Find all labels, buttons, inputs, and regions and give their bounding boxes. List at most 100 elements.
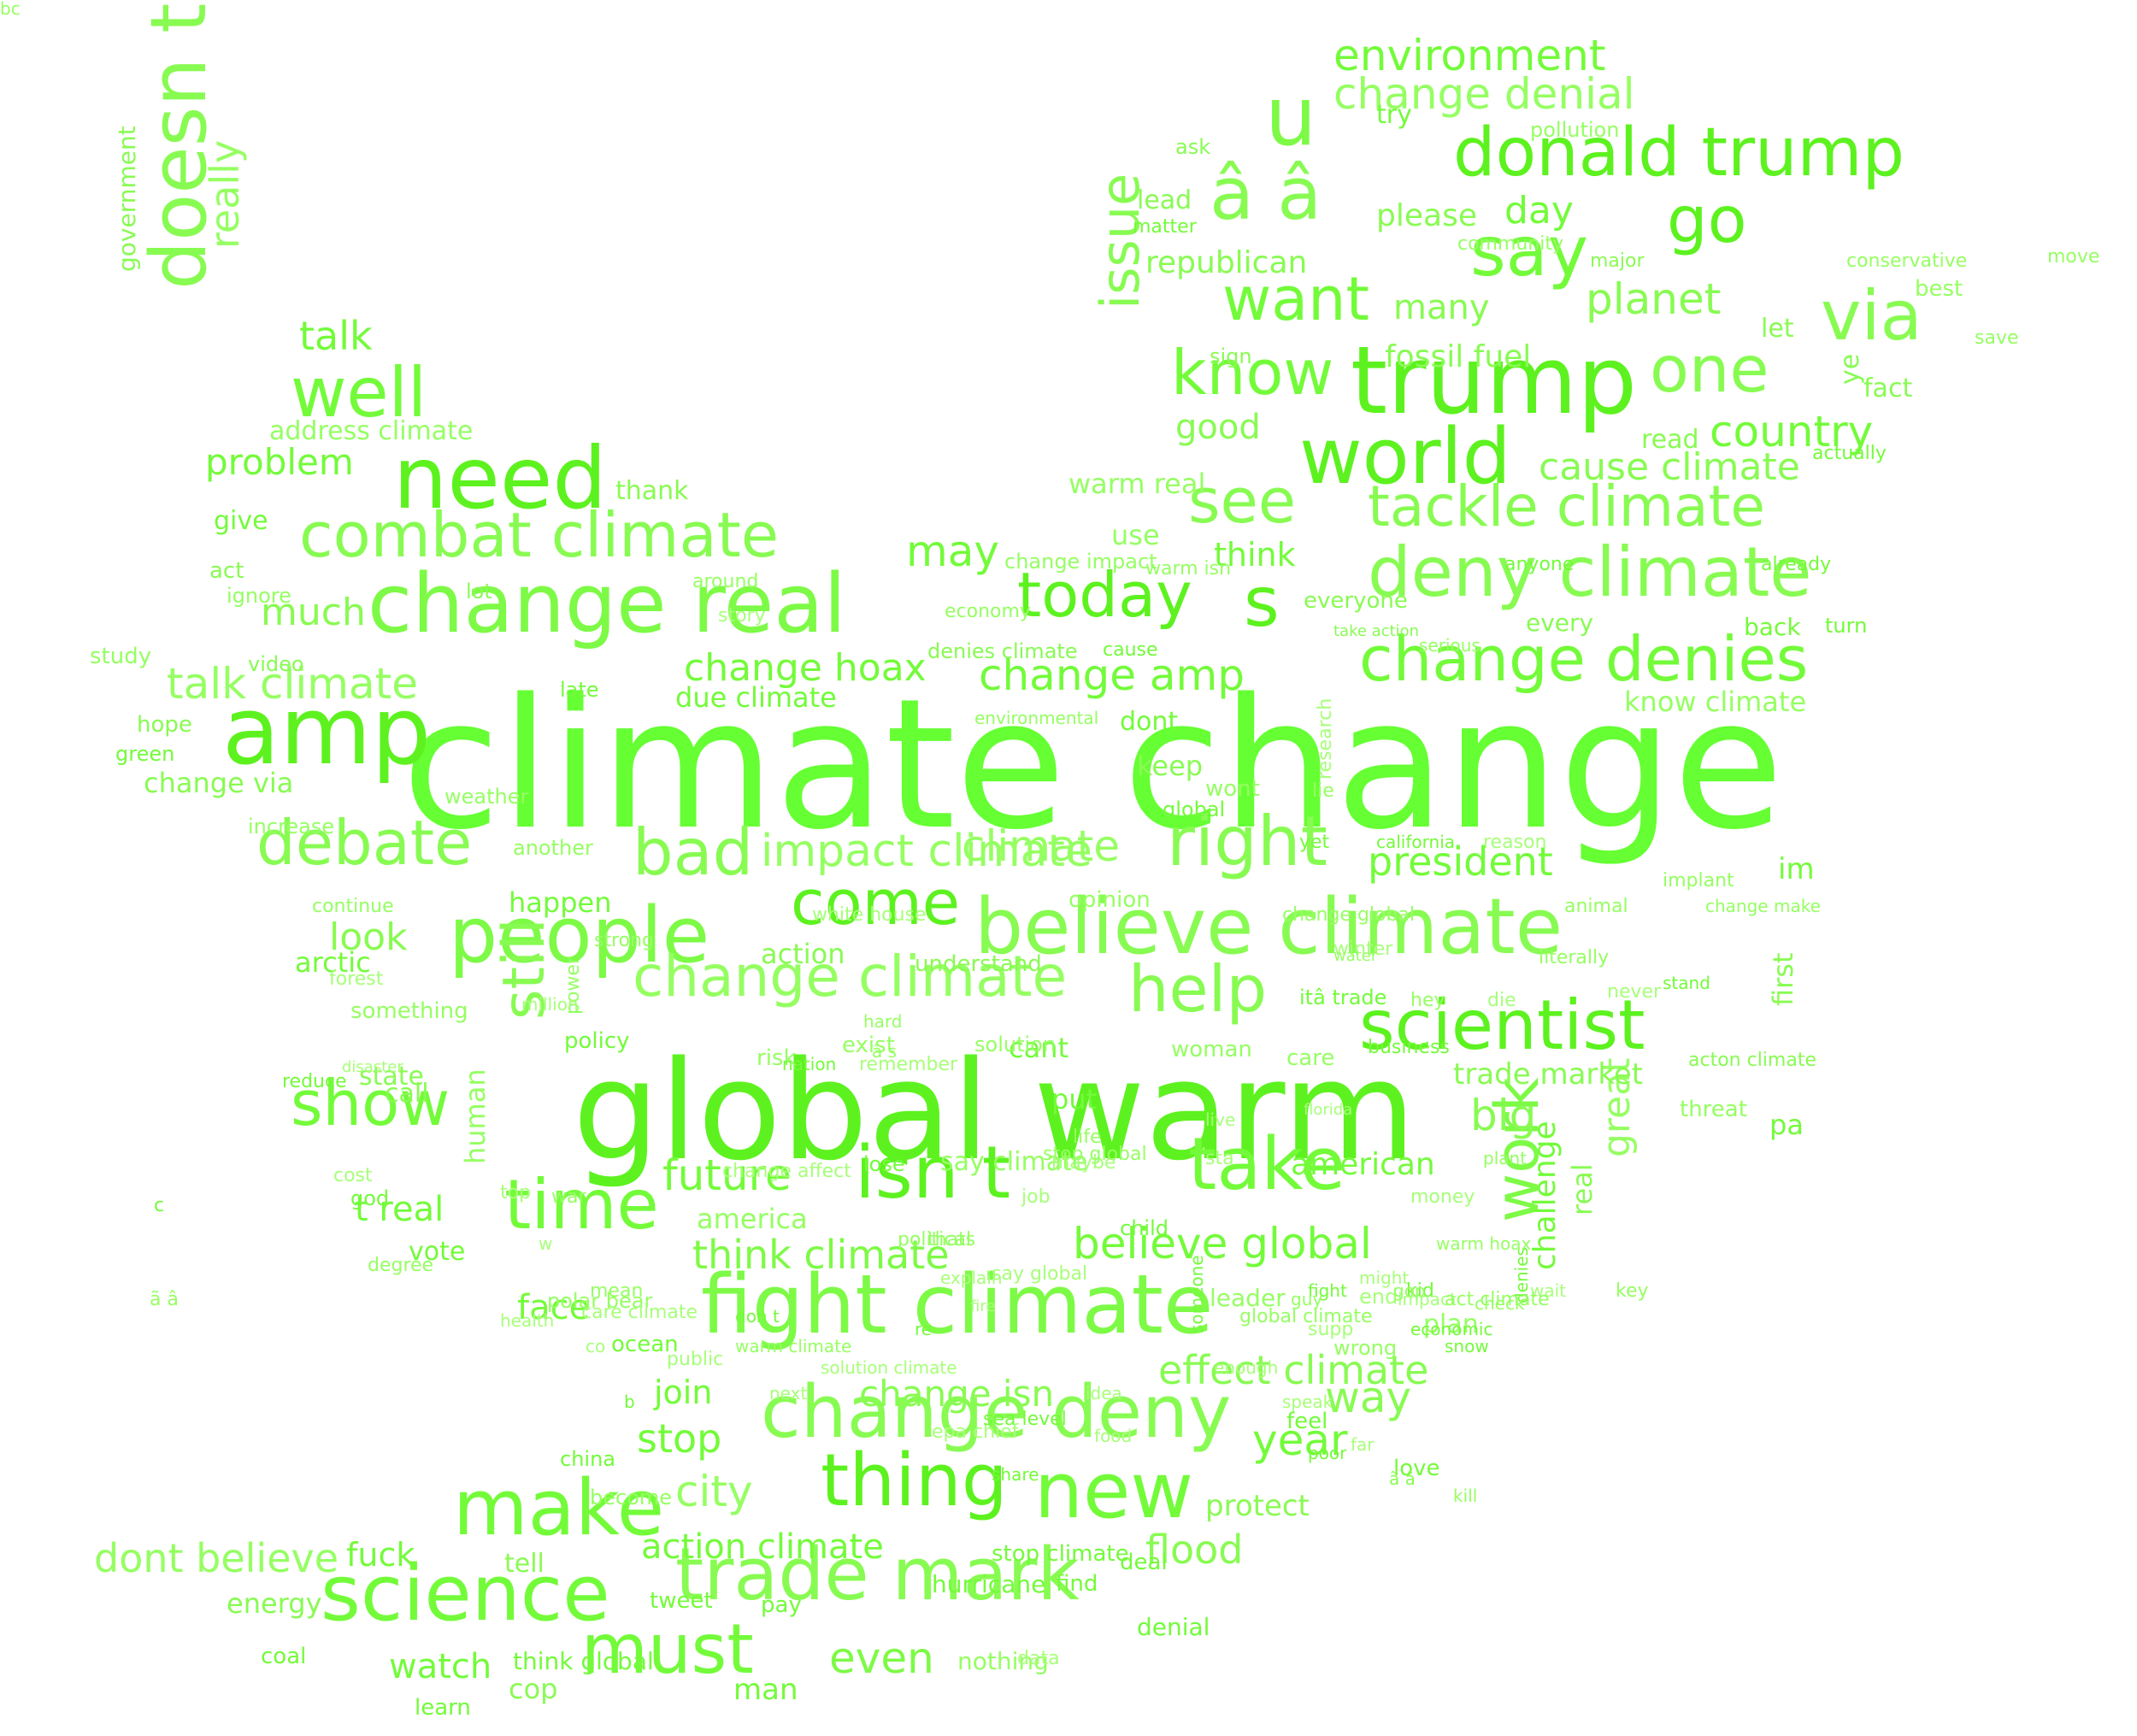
cloud-word: see — [1188, 465, 1297, 537]
cloud-word: let — [1761, 314, 1794, 344]
cloud-word: continue — [312, 896, 394, 917]
cloud-word: anyone — [1504, 554, 1575, 575]
cloud-word: say global — [992, 1263, 1088, 1285]
cloud-word: via — [1821, 276, 1922, 356]
cloud-word: stand — [1663, 973, 1710, 993]
cloud-word: energy — [227, 1587, 322, 1620]
cloud-word: never — [1607, 981, 1662, 1003]
cloud-word: donald trump — [1453, 115, 1905, 191]
cloud-word: money — [1410, 1186, 1475, 1208]
cloud-word: ocean — [611, 1332, 679, 1357]
cloud-word: co — [586, 1336, 606, 1356]
cloud-word: community — [1457, 233, 1564, 255]
cloud-word: acton climate — [1688, 1050, 1816, 1071]
cloud-word: american — [1291, 1147, 1435, 1182]
cloud-word: warm climate — [735, 1336, 852, 1356]
cloud-word: face — [517, 1288, 591, 1327]
cloud-word: im — [1778, 852, 1815, 886]
cloud-word: wait — [1530, 1280, 1567, 1301]
cloud-word: change hoax — [684, 646, 927, 690]
cloud-word: deny climate — [1368, 533, 1812, 612]
cloud-word: planet — [1586, 274, 1722, 324]
cloud-word: stop — [637, 1415, 722, 1462]
cloud-word: god — [350, 1186, 390, 1210]
cloud-word: try — [1376, 100, 1412, 130]
cloud-word: green — [115, 742, 175, 766]
cloud-word: deal — [1120, 1550, 1168, 1575]
cloud-word: warm hoax — [1436, 1233, 1532, 1254]
cloud-word: bad — [633, 815, 754, 890]
cloud-word: global climate — [1239, 1306, 1373, 1327]
cloud-word: many — [1393, 288, 1490, 327]
cloud-word: vote — [409, 1237, 466, 1267]
cloud-word: call — [385, 1079, 429, 1109]
cloud-word: job — [1021, 1186, 1051, 1208]
cloud-word: fuck — [346, 1536, 415, 1574]
cloud-word: believe climate — [974, 882, 1563, 972]
cloud-word: change isn — [859, 1373, 1055, 1415]
cloud-word: risk — [756, 1045, 797, 1071]
cloud-word: today — [1017, 559, 1192, 631]
cloud-word: epa chief — [932, 1421, 1019, 1443]
cloud-word: tweet — [650, 1588, 713, 1614]
cloud-word: t real — [355, 1190, 444, 1229]
cloud-word: trade market — [1453, 1057, 1644, 1092]
cloud-word: save — [1975, 327, 2019, 349]
cloud-word: every — [1526, 609, 1594, 637]
cloud-word: check — [1475, 1293, 1525, 1314]
cloud-word: political — [898, 1229, 972, 1251]
cloud-word: florida — [1304, 1101, 1353, 1119]
cloud-word: matter — [1133, 216, 1197, 238]
cloud-word: dont believe — [94, 1535, 339, 1581]
cloud-word: cause climate — [1539, 445, 1800, 489]
cloud-word: woman — [1171, 1037, 1252, 1062]
cloud-word: challenge — [1528, 1121, 1563, 1270]
cloud-word: care climate — [581, 1302, 698, 1323]
cloud-word: reduce — [282, 1071, 347, 1092]
cloud-word: warm real — [1068, 468, 1206, 500]
cloud-word: explain — [940, 1268, 1003, 1288]
cloud-word: change denies — [1359, 623, 1809, 695]
cloud-word: something — [350, 998, 468, 1024]
cloud-word: implant — [1663, 870, 1734, 892]
cloud-word: data — [1017, 1648, 1060, 1669]
cloud-word: put — [1051, 1083, 1098, 1115]
cloud-word: share — [992, 1464, 1039, 1485]
cloud-word: plant — [1483, 1148, 1528, 1168]
cloud-word: need — [393, 428, 607, 528]
cloud-word: forest — [329, 968, 384, 990]
cloud-word: world — [1299, 412, 1511, 502]
cloud-word: maybe — [1051, 1152, 1116, 1174]
cloud-word: weather — [444, 785, 529, 809]
cloud-word: change make — [1705, 896, 1821, 916]
cloud-word: say — [1470, 212, 1589, 291]
cloud-word: ask — [1175, 135, 1211, 159]
cloud-word: might — [1359, 1268, 1410, 1288]
cloud-word: pa — [1769, 1109, 1804, 1141]
cloud-word: live — [1205, 1109, 1236, 1130]
cloud-word: bc — [0, 0, 21, 19]
cloud-word: increase — [248, 815, 335, 839]
cloud-word: ignore — [227, 584, 291, 608]
cloud-word: please — [1376, 198, 1477, 233]
cloud-word: lot — [466, 580, 492, 603]
cloud-word: turn — [1825, 614, 1868, 638]
cloud-word: warm isn — [1145, 558, 1232, 580]
cloud-word: impact climate — [761, 826, 1092, 877]
cloud-word: join — [654, 1374, 713, 1411]
cloud-word: die — [1487, 990, 1516, 1011]
cloud-word: go — [1667, 182, 1747, 257]
cloud-word: show — [291, 1068, 450, 1139]
cloud-word: climate — [962, 821, 1120, 871]
cloud-word: cant — [1009, 1032, 1069, 1064]
cloud-word: cause — [1103, 639, 1158, 661]
cloud-word: war — [551, 1186, 586, 1208]
cloud-word: guy — [1291, 1289, 1323, 1309]
cloud-word: state — [359, 1062, 424, 1092]
cloud-word: plan — [1423, 1309, 1479, 1339]
cloud-word: may — [906, 527, 999, 576]
cloud-word: water — [1333, 947, 1378, 965]
cloud-word: change affect — [722, 1161, 851, 1182]
cloud-word: feel — [1286, 1409, 1328, 1434]
